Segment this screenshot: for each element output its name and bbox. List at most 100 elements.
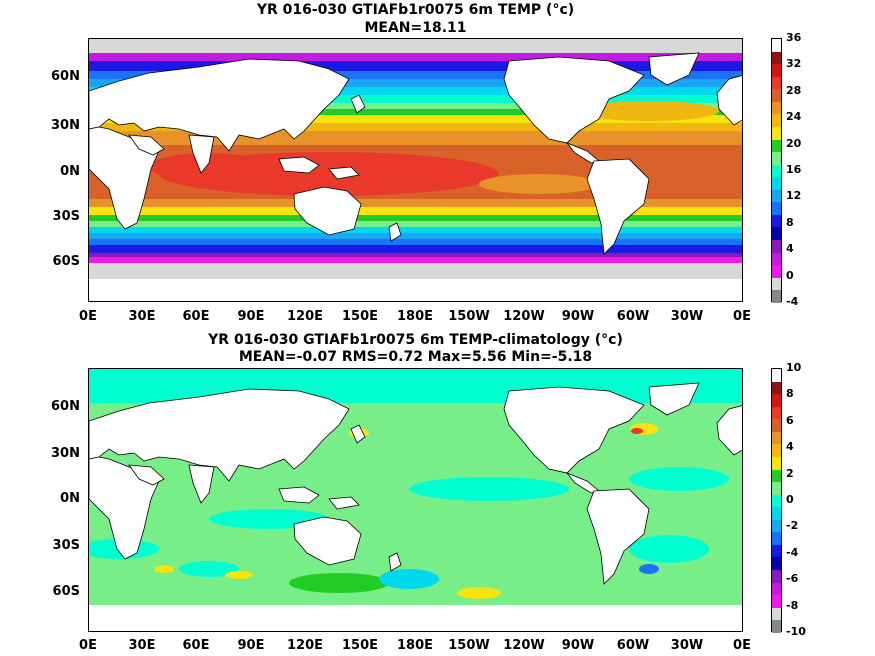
panel-2-subtitle: MEAN=-0.07 RMS=0.72 Max=5.56 Min=-5.18 bbox=[238, 349, 593, 365]
lon-label: 150E bbox=[341, 638, 379, 653]
colorbar-tick-label: -6 bbox=[786, 572, 799, 586]
lon-label: 120W bbox=[503, 309, 545, 324]
lon-label: 60E bbox=[182, 638, 210, 653]
colorbar-tick-label: 8 bbox=[786, 387, 794, 401]
colorbar-tick-label: -4 bbox=[786, 295, 799, 308]
lon-label: 60E bbox=[182, 309, 210, 324]
lon-label: 30E bbox=[128, 309, 156, 324]
colorbar-tick-label: -2 bbox=[786, 519, 799, 533]
lon-label: 0E bbox=[733, 309, 751, 324]
colorbar-swatch bbox=[772, 152, 781, 165]
lon-label: 30E bbox=[128, 638, 156, 653]
colorbar-swatch bbox=[772, 177, 781, 190]
colorbar-swatch bbox=[772, 214, 781, 228]
colorbar-tick-label: 24 bbox=[786, 110, 802, 124]
colorbar-swatch bbox=[772, 494, 781, 508]
lon-label: 150E bbox=[341, 309, 379, 324]
colorbar-swatch bbox=[772, 252, 781, 266]
lat-label: 0N bbox=[60, 491, 80, 506]
colorbar-swatch bbox=[772, 240, 781, 253]
colorbar-swatch bbox=[772, 381, 781, 395]
colorbar-tick-label: 12 bbox=[786, 189, 802, 203]
colorbar-tick-label: -4 bbox=[786, 545, 799, 559]
lon-label: 90W bbox=[561, 638, 595, 653]
lat-label: 60N bbox=[51, 399, 80, 414]
colorbar-tick-label: 16 bbox=[786, 163, 802, 176]
colorbar-swatch bbox=[772, 76, 781, 90]
colorbar-swatch bbox=[772, 406, 781, 420]
lon-label: 90W bbox=[561, 309, 595, 324]
colorbar-swatch bbox=[772, 544, 781, 558]
sst-map bbox=[88, 38, 743, 302]
colorbar-swatch bbox=[772, 431, 781, 445]
lat-label: 30S bbox=[52, 209, 80, 224]
panel-1-title: YR 016-030 GTIAFb1r0075 6m TEMP (°c) bbox=[256, 2, 575, 18]
lon-label: 90E bbox=[237, 638, 265, 653]
colorbar-swatch bbox=[772, 456, 781, 470]
colorbar-swatch bbox=[772, 482, 781, 495]
colorbar-swatch bbox=[772, 189, 781, 203]
colorbar bbox=[771, 368, 782, 633]
lat-label: 30N bbox=[51, 446, 80, 461]
lon-label: 0E bbox=[733, 638, 751, 653]
lon-label: 120W bbox=[503, 638, 545, 653]
colorbar-tick-label: 10 bbox=[786, 361, 802, 374]
colorbar-swatch bbox=[772, 202, 781, 215]
lon-label: 180E bbox=[396, 309, 434, 324]
colorbar-swatch bbox=[772, 89, 781, 102]
lon-label: 150W bbox=[448, 638, 490, 653]
colorbar-swatch bbox=[772, 101, 781, 115]
colorbar-tick-label: 28 bbox=[786, 83, 802, 97]
colorbar-swatch bbox=[772, 164, 781, 178]
lon-label: 60W bbox=[616, 638, 650, 653]
colorbar-tick-label: -10 bbox=[786, 625, 806, 638]
colorbar-swatch bbox=[772, 369, 781, 382]
colorbar-swatch bbox=[772, 139, 781, 153]
lon-label: 90E bbox=[237, 309, 265, 324]
colorbar-tick-label: 20 bbox=[786, 136, 802, 150]
colorbar-swatch bbox=[772, 64, 781, 77]
colorbar-tick-label: 4 bbox=[786, 440, 794, 454]
colorbar-swatch bbox=[772, 394, 781, 407]
lon-label: 180E bbox=[396, 638, 434, 653]
colorbar-swatch bbox=[772, 507, 781, 520]
panel-2-title: YR 016-030 GTIAFb1r0075 6m TEMP-climatol… bbox=[208, 332, 623, 348]
colorbar-tick-label: 32 bbox=[786, 57, 802, 71]
colorbar-swatch bbox=[772, 265, 781, 278]
lon-label: 120E bbox=[286, 309, 324, 324]
lon-label: 30W bbox=[670, 638, 704, 653]
colorbar-tick-label: 0 bbox=[786, 268, 794, 282]
lon-label: 0E bbox=[79, 309, 97, 324]
colorbar-tick-label: 2 bbox=[786, 466, 794, 480]
lon-label: 120E bbox=[286, 638, 324, 653]
lat-label: 60N bbox=[51, 69, 80, 84]
colorbar-swatch bbox=[772, 582, 781, 596]
colorbar-swatch bbox=[772, 126, 781, 140]
colorbar-swatch bbox=[772, 570, 781, 583]
colorbar-tick-label: 6 bbox=[786, 413, 794, 427]
colorbar-tick-label: 4 bbox=[786, 242, 794, 256]
lon-label: 30W bbox=[670, 309, 704, 324]
colorbar-swatch bbox=[772, 595, 781, 608]
colorbar-swatch bbox=[772, 607, 781, 621]
colorbar-tick-label: -8 bbox=[786, 598, 799, 612]
colorbar-tick-label: 0 bbox=[786, 493, 794, 506]
colorbar-swatch bbox=[772, 277, 781, 291]
sst-anomaly-map bbox=[88, 368, 743, 632]
lat-label: 60S bbox=[52, 584, 80, 599]
colorbar-swatch bbox=[772, 114, 781, 127]
lon-label: 0E bbox=[79, 638, 97, 653]
colorbar-swatch bbox=[772, 532, 781, 545]
colorbar-swatch bbox=[772, 519, 781, 533]
colorbar-tick-label: 36 bbox=[786, 31, 802, 44]
colorbar-swatch bbox=[772, 227, 781, 240]
lon-label: 60W bbox=[616, 309, 650, 324]
colorbar-swatch bbox=[772, 469, 781, 483]
panel-1-subtitle: MEAN=18.11 bbox=[364, 20, 467, 36]
lat-label: 30N bbox=[51, 118, 80, 133]
lat-label: 60S bbox=[52, 254, 80, 269]
colorbar-swatch bbox=[772, 290, 781, 303]
colorbar-swatch bbox=[772, 620, 781, 633]
colorbar-swatch bbox=[772, 444, 781, 457]
lat-label: 30S bbox=[52, 538, 80, 553]
